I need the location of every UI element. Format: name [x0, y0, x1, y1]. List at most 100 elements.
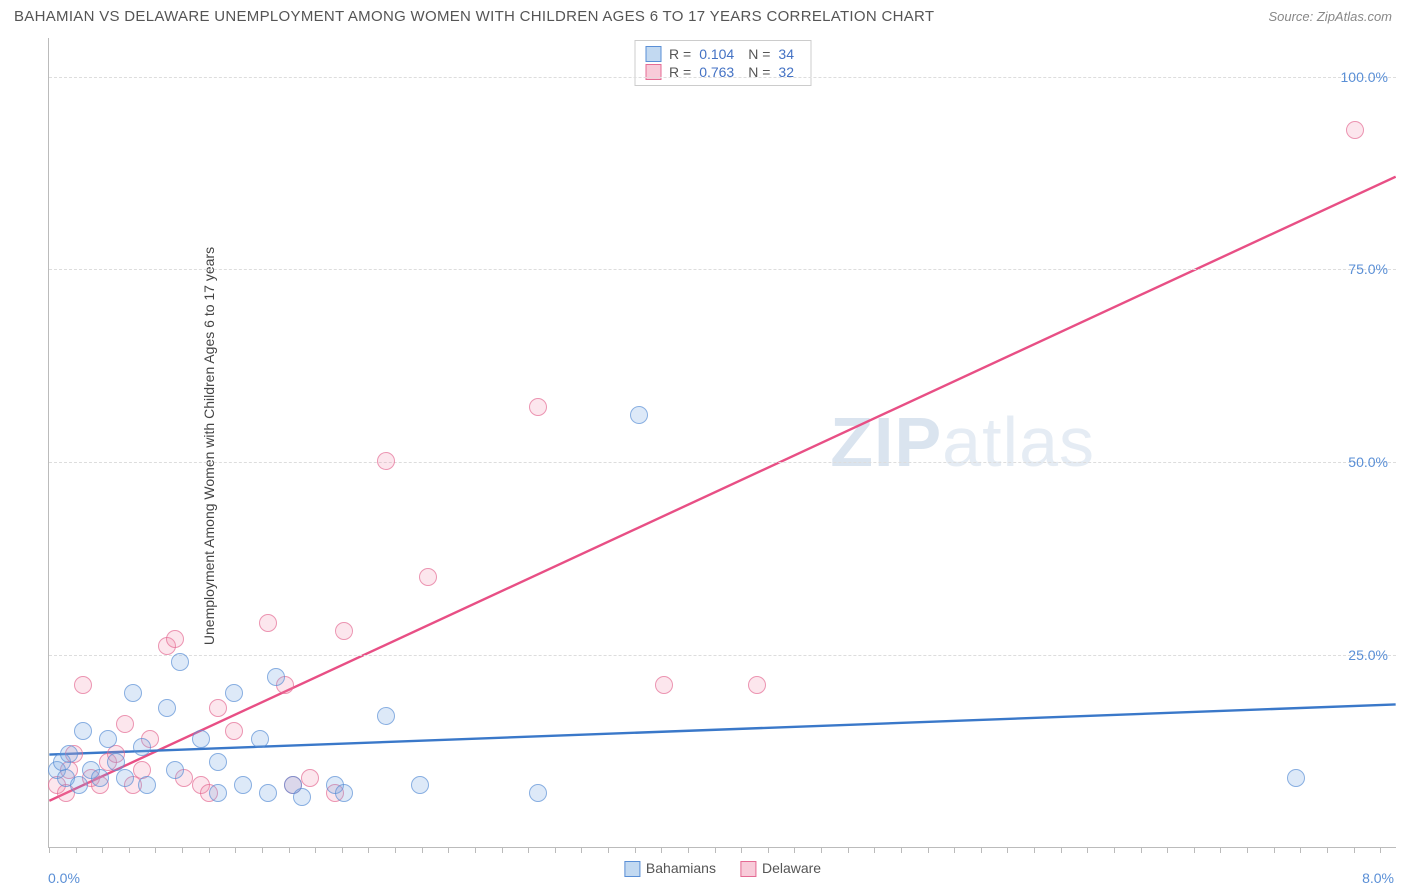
x-tick: [76, 847, 77, 853]
data-point: [209, 784, 227, 802]
data-point: [116, 715, 134, 733]
x-tick: [235, 847, 236, 853]
x-tick: [502, 847, 503, 853]
x-tick: [209, 847, 210, 853]
x-tick: [1220, 847, 1221, 853]
chart-plot-area: ZIPatlas R = 0.104 N = 34 R = 0.763 N = …: [48, 38, 1396, 848]
n-value: 34: [778, 46, 794, 62]
r-value: 0.763: [699, 64, 734, 80]
gridline: [49, 77, 1396, 78]
legend-stats-row: R = 0.763 N = 32: [645, 63, 800, 81]
x-tick: [581, 847, 582, 853]
x-tick: [901, 847, 902, 853]
y-tick-label: 100.0%: [1341, 69, 1388, 85]
x-tick: [1300, 847, 1301, 853]
x-tick: [981, 847, 982, 853]
data-point: [655, 676, 673, 694]
data-point: [1346, 121, 1364, 139]
x-tick: [1194, 847, 1195, 853]
data-point: [91, 769, 109, 787]
x-tick: [1087, 847, 1088, 853]
legend-stats-row: R = 0.104 N = 34: [645, 45, 800, 63]
x-tick: [794, 847, 795, 853]
data-point: [267, 668, 285, 686]
data-point: [209, 753, 227, 771]
x-tick: [129, 847, 130, 853]
data-point: [209, 699, 227, 717]
n-label: N =: [748, 46, 770, 62]
legend-swatch-pink-icon: [645, 64, 661, 80]
x-axis-min-label: 0.0%: [48, 870, 80, 886]
x-tick: [155, 847, 156, 853]
n-value: 32: [778, 64, 794, 80]
x-tick: [874, 847, 875, 853]
legend-label: Delaware: [762, 860, 821, 876]
header: BAHAMIAN VS DELAWARE UNEMPLOYMENT AMONG …: [0, 0, 1406, 29]
x-tick: [395, 847, 396, 853]
x-tick: [555, 847, 556, 853]
x-tick: [315, 847, 316, 853]
data-point: [234, 776, 252, 794]
data-point: [166, 761, 184, 779]
gridline: [49, 269, 1396, 270]
data-point: [138, 776, 156, 794]
watermark: ZIPatlas: [830, 402, 1095, 482]
legend-item: Delaware: [740, 860, 821, 877]
x-tick: [821, 847, 822, 853]
data-point: [225, 722, 243, 740]
x-tick: [528, 847, 529, 853]
data-point: [301, 769, 319, 787]
legend-item: Bahamians: [624, 860, 716, 877]
watermark-zip: ZIP: [830, 403, 942, 481]
x-tick: [1141, 847, 1142, 853]
x-tick: [49, 847, 50, 853]
legend-stats: R = 0.104 N = 34 R = 0.763 N = 32: [634, 40, 811, 86]
data-point: [60, 745, 78, 763]
x-tick: [928, 847, 929, 853]
watermark-atlas: atlas: [942, 403, 1095, 481]
data-point: [124, 684, 142, 702]
data-point: [1287, 769, 1305, 787]
trendlines-svg: [49, 38, 1396, 847]
data-point: [70, 776, 88, 794]
x-tick: [688, 847, 689, 853]
data-point: [377, 707, 395, 725]
x-tick: [1034, 847, 1035, 853]
x-tick: [1061, 847, 1062, 853]
data-point: [116, 769, 134, 787]
x-tick: [715, 847, 716, 853]
x-tick: [608, 847, 609, 853]
y-tick-label: 25.0%: [1348, 647, 1388, 663]
x-tick: [1380, 847, 1381, 853]
x-tick: [342, 847, 343, 853]
x-tick: [635, 847, 636, 853]
data-point: [748, 676, 766, 694]
data-point: [529, 784, 547, 802]
data-point: [171, 653, 189, 671]
r-label: R =: [669, 64, 691, 80]
data-point: [99, 730, 117, 748]
trend-line: [49, 704, 1395, 754]
data-point: [259, 614, 277, 632]
data-point: [251, 730, 269, 748]
data-point: [225, 684, 243, 702]
legend-label: Bahamians: [646, 860, 716, 876]
x-tick: [422, 847, 423, 853]
data-point: [74, 676, 92, 694]
data-point: [259, 784, 277, 802]
legend-series: Bahamians Delaware: [624, 860, 821, 877]
x-tick: [954, 847, 955, 853]
x-tick: [1007, 847, 1008, 853]
data-point: [192, 730, 210, 748]
data-point: [166, 630, 184, 648]
data-point: [335, 622, 353, 640]
x-tick: [182, 847, 183, 853]
y-tick-label: 50.0%: [1348, 454, 1388, 470]
x-tick: [1274, 847, 1275, 853]
r-value: 0.104: [699, 46, 734, 62]
x-axis-max-label: 8.0%: [1362, 870, 1394, 886]
x-tick: [1354, 847, 1355, 853]
data-point: [377, 452, 395, 470]
data-point: [293, 788, 311, 806]
n-label: N =: [748, 64, 770, 80]
